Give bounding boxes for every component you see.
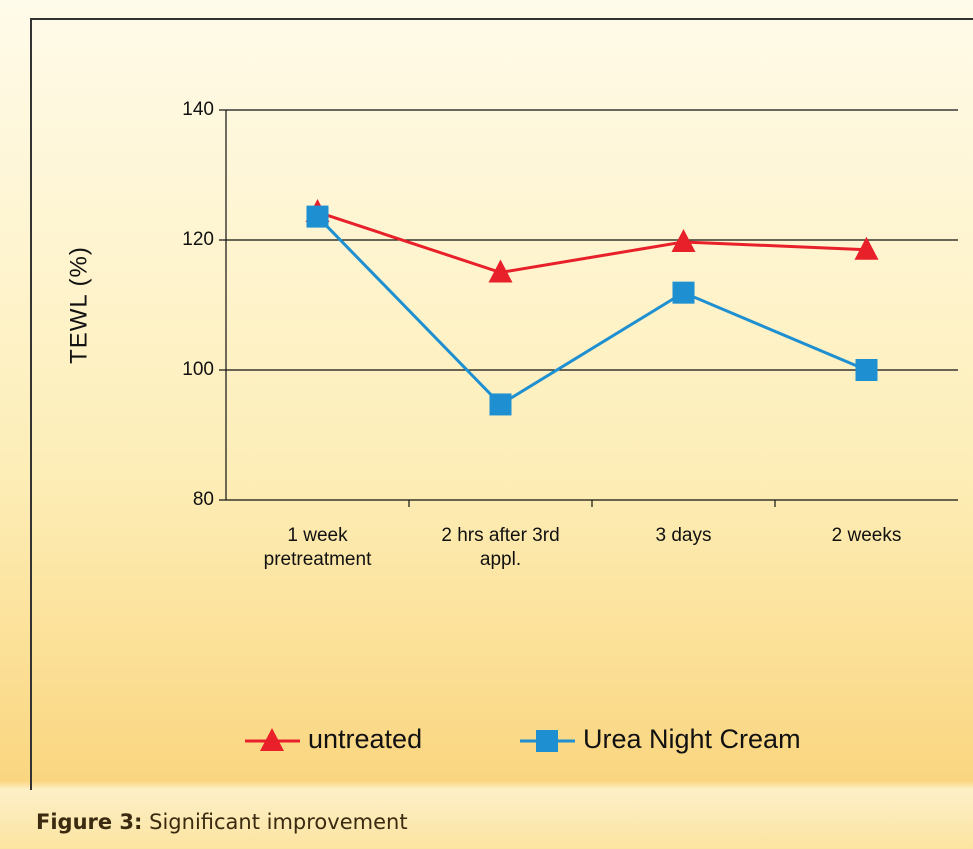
y-axis-label: TEWL (%) [65, 246, 92, 364]
y-tick-label: 80 [193, 489, 214, 510]
x-tick-label: 2 weeks [831, 525, 902, 546]
data-point [306, 205, 329, 228]
data-point [671, 228, 696, 252]
caption-text: Significant improvement [149, 810, 408, 834]
frame [30, 18, 973, 790]
y-tick-label: 100 [182, 359, 214, 380]
series-line [316, 215, 868, 407]
y-tick-label: 140 [182, 99, 214, 120]
x-tick-label: 2 hrs after 3rd appl. [441, 525, 560, 570]
legend-label: untreated [308, 724, 422, 754]
legend-label: Urea Night Cream [583, 724, 801, 754]
data-point [854, 236, 879, 260]
series-line [317, 210, 867, 275]
caption: Figure 3: Significant improvement [36, 810, 408, 834]
data-point [489, 393, 512, 416]
x-tick-label: 3 days [655, 525, 712, 546]
data-point [488, 259, 513, 283]
data-point [855, 359, 878, 381]
caption-label: Figure 3: [36, 810, 143, 834]
legend-marker [536, 730, 558, 752]
legend-marker [260, 728, 284, 751]
x-tick-label: 1 week pretreatment [263, 525, 372, 570]
y-tick-label: 120 [182, 229, 214, 250]
data-point [672, 281, 695, 304]
